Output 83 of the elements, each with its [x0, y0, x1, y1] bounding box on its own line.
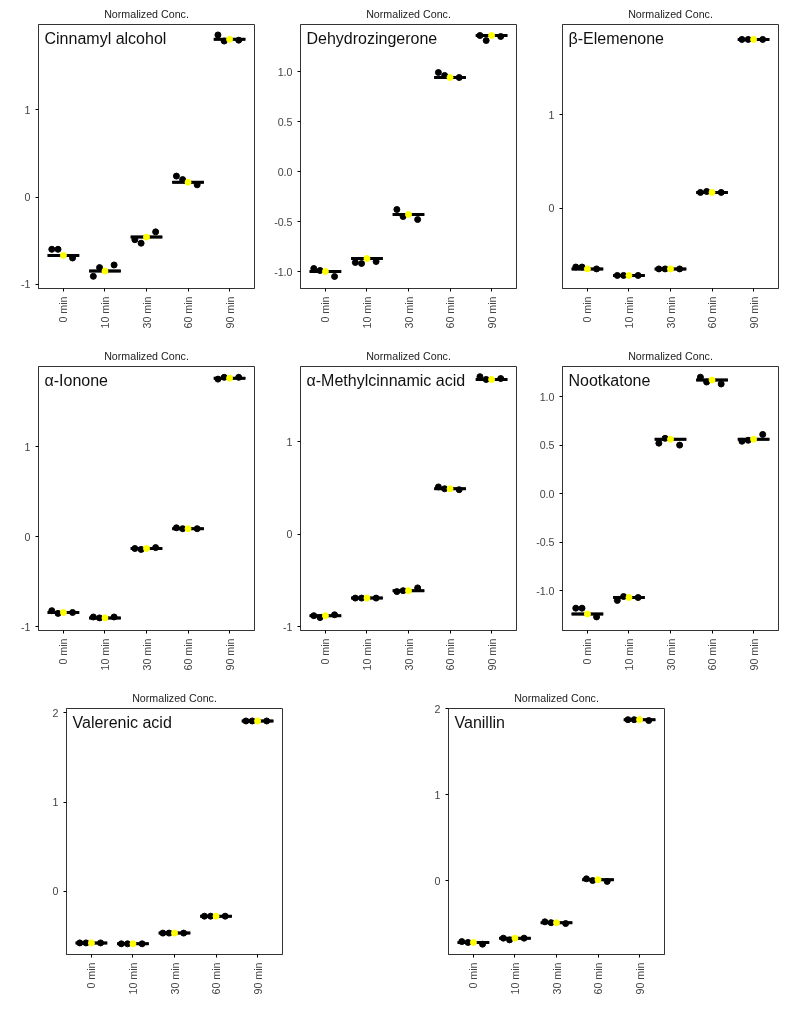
x-tick-label: 30 min — [140, 296, 153, 329]
x-tick-label: 30 min — [550, 962, 563, 995]
chart-title: Normalized Conc. — [104, 349, 189, 362]
x-tick-label: 60 min — [210, 962, 223, 995]
x-tick-label: 30 min — [664, 296, 677, 329]
chart-title: Normalized Conc. — [366, 349, 451, 362]
annotation: β-Elemenone — [568, 29, 665, 47]
y-tick-label: -1.0 — [274, 265, 293, 278]
x-tick-label: 30 min — [664, 638, 677, 671]
x-tick-label: 10 min — [508, 962, 521, 995]
annotation: Valerenic acid — [72, 713, 172, 731]
chart-title: Normalized Conc. — [366, 7, 451, 20]
x-tick-label: 90 min — [251, 962, 264, 995]
y-tick-label: 0.5 — [277, 115, 293, 128]
annotation: Nootkatone — [568, 371, 651, 389]
chart-title: Normalized Conc. — [104, 7, 189, 20]
y-tick-label: 0 — [24, 530, 31, 543]
x-tick-label: 0 min — [581, 296, 594, 323]
x-tick-label: 90 min — [223, 638, 236, 671]
x-tick-label: 10 min — [98, 638, 111, 671]
x-tick-label: 10 min — [622, 296, 635, 329]
y-tick-label: 1.0 — [539, 390, 555, 403]
x-tick-label: 10 min — [360, 638, 373, 671]
annotation: Vanillin — [454, 713, 505, 731]
x-tick-label: 60 min — [706, 296, 719, 329]
y-tick-label: 0 — [24, 191, 31, 204]
x-tick-label: 90 min — [485, 296, 498, 329]
chart-title: Normalized Conc. — [132, 691, 217, 704]
y-tick-label: 2 — [52, 706, 59, 719]
x-tick-label: 0 min — [85, 962, 98, 989]
x-tick-label: 60 min — [706, 638, 719, 671]
annotation: α-Ionone — [44, 371, 109, 389]
y-tick-label: 1.0 — [277, 65, 293, 78]
y-tick-label: 1 — [24, 440, 31, 453]
x-tick-label: 60 min — [444, 296, 457, 329]
x-tick-label: 0 min — [57, 638, 70, 665]
x-tick-label: 0 min — [319, 296, 332, 323]
x-tick-label: 0 min — [319, 638, 332, 665]
y-tick-label: -1.0 — [536, 584, 555, 597]
annotation: Dehydrozingerone — [306, 29, 438, 47]
x-tick-label: 60 min — [444, 638, 457, 671]
x-tick-label: 90 min — [747, 638, 760, 671]
x-tick-label: 30 min — [402, 638, 415, 671]
x-tick-label: 60 min — [592, 962, 605, 995]
chart-title: Normalized Conc. — [628, 7, 713, 20]
x-tick-label: 60 min — [182, 638, 195, 671]
x-tick-label: 10 min — [126, 962, 139, 995]
y-tick-label: -1 — [283, 620, 293, 633]
y-tick-label: 0.5 — [539, 439, 555, 452]
y-tick-label: -0.5 — [274, 215, 293, 228]
x-tick-label: 90 min — [223, 296, 236, 329]
chart-title: Normalized Conc. — [514, 691, 599, 704]
x-tick-label: 30 min — [168, 962, 181, 995]
y-tick-label: -1 — [21, 620, 31, 633]
y-tick-label: -0.5 — [536, 536, 555, 549]
y-tick-label: 0 — [52, 885, 59, 898]
x-tick-label: 30 min — [140, 638, 153, 671]
y-tick-label: 0 — [286, 528, 293, 541]
annotation: α-Methylcinnamic acid — [306, 371, 466, 389]
y-tick-label: -1 — [21, 278, 31, 291]
x-tick-label: 30 min — [402, 296, 415, 329]
y-tick-label: 1 — [52, 796, 59, 809]
y-tick-label: 1 — [286, 435, 293, 448]
y-tick-label: 0.0 — [277, 165, 293, 178]
y-tick-label: 1 — [548, 108, 555, 121]
x-tick-label: 10 min — [98, 296, 111, 329]
x-tick-label: 0 min — [57, 296, 70, 323]
x-tick-label: 10 min — [360, 296, 373, 329]
x-tick-label: 90 min — [747, 296, 760, 329]
x-tick-label: 90 min — [485, 638, 498, 671]
x-tick-label: 60 min — [182, 296, 195, 329]
x-tick-label: 0 min — [581, 638, 594, 665]
y-tick-label: 1 — [434, 788, 441, 801]
x-tick-label: 90 min — [633, 962, 646, 995]
y-tick-label: 2 — [434, 702, 441, 715]
y-tick-label: 1 — [24, 103, 31, 116]
y-tick-label: 0 — [548, 202, 555, 215]
annotation: Cinnamyl alcohol — [44, 29, 167, 47]
y-tick-label: 0 — [434, 874, 441, 887]
x-tick-label: 0 min — [467, 962, 480, 989]
y-tick-label: 0.0 — [539, 487, 555, 500]
x-tick-label: 10 min — [622, 638, 635, 671]
chart-title: Normalized Conc. — [628, 349, 713, 362]
